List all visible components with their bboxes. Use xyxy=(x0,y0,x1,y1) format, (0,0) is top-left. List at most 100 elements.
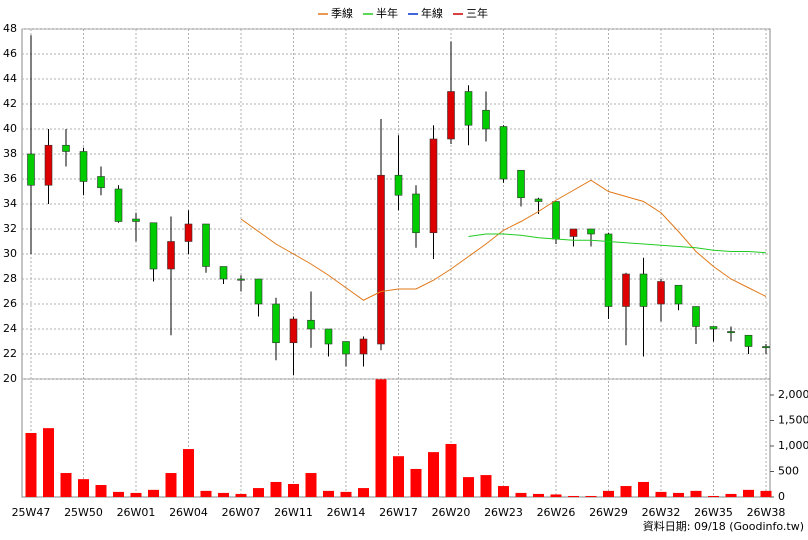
y-tick-label: 40 xyxy=(3,122,17,135)
volume-bar xyxy=(515,492,527,497)
candle-body xyxy=(464,91,473,126)
candle-body xyxy=(499,126,508,180)
y-tick-label: 22 xyxy=(3,347,17,360)
candle-body xyxy=(447,91,455,140)
x-tick-label: 26W07 xyxy=(222,506,261,519)
x-tick-label: 26W04 xyxy=(169,506,208,519)
volume-bar xyxy=(690,490,702,497)
candle-body xyxy=(237,278,245,281)
candle-body xyxy=(534,198,543,202)
y-tick-label: 46 xyxy=(3,47,17,60)
volume-bar xyxy=(620,486,632,497)
volume-bar xyxy=(638,481,649,497)
x-tick-label: 26W14 xyxy=(327,506,366,519)
x-tick-label: 26W32 xyxy=(642,506,681,519)
candle-body xyxy=(324,328,333,345)
candle-body xyxy=(342,341,350,355)
candle-body xyxy=(482,109,490,130)
volume-bar xyxy=(218,492,229,497)
candle-body xyxy=(289,318,298,344)
x-tick-label: 26W01 xyxy=(117,506,156,519)
y2-tick-label: 500 xyxy=(778,465,799,478)
candle-body xyxy=(587,228,595,235)
volume-bar xyxy=(480,475,492,497)
candle-body xyxy=(727,331,735,334)
candle-body xyxy=(552,201,560,240)
y-tick-label: 38 xyxy=(3,147,17,160)
legend-label: 半年 xyxy=(376,6,398,20)
candle-body xyxy=(604,233,613,307)
volume-bar xyxy=(235,493,247,497)
volume-bar xyxy=(253,488,264,497)
y-tick-label: 24 xyxy=(3,322,17,335)
legend-label: 年線 xyxy=(421,6,443,20)
x-tick-label: 26W35 xyxy=(694,506,733,519)
x-tick-label: 26W17 xyxy=(379,506,418,519)
y-tick-label: 26 xyxy=(3,297,17,310)
candle-body xyxy=(429,138,438,234)
candle-body xyxy=(517,169,525,199)
volume-bar xyxy=(113,491,124,497)
candle-body xyxy=(639,273,648,307)
candle-body xyxy=(132,218,140,222)
volume-bar xyxy=(498,486,509,497)
y-tick-label: 28 xyxy=(3,272,17,285)
candle-body xyxy=(97,176,105,189)
volume-bar xyxy=(550,494,562,497)
ma-line xyxy=(468,233,767,254)
y-tick-label: 30 xyxy=(3,247,17,260)
volume-bar xyxy=(165,473,177,497)
volume-bar xyxy=(725,493,737,497)
x-tick-label: 26W23 xyxy=(484,506,523,519)
y-tick-label: 36 xyxy=(3,172,17,185)
volume-bar xyxy=(288,483,299,497)
volume-bar xyxy=(603,490,614,497)
candle-body xyxy=(44,144,53,186)
volume-bar xyxy=(305,473,317,497)
volume-bar xyxy=(60,473,72,497)
x-tick-label: 26W11 xyxy=(274,506,313,519)
candle-body xyxy=(167,241,175,270)
volume-bar xyxy=(323,490,334,497)
volume-bar xyxy=(78,479,89,497)
candle-body xyxy=(674,284,683,305)
y-tick-label: 32 xyxy=(3,222,17,235)
x-tick-label: 25W50 xyxy=(64,506,103,519)
y2-tick-label: 1,000 xyxy=(778,439,808,452)
volume-bar xyxy=(200,490,212,497)
candle-body xyxy=(657,281,665,305)
volume-bar xyxy=(585,495,597,497)
y2-tick-label: 2,000 xyxy=(778,388,808,401)
candle-body xyxy=(254,278,263,305)
volume-bar xyxy=(673,492,684,497)
candle-body xyxy=(744,334,753,347)
volume-bar xyxy=(410,468,422,497)
candle-body xyxy=(27,153,35,186)
volume-bar xyxy=(340,491,352,497)
volume-bar xyxy=(463,477,474,497)
y-tick-label: 44 xyxy=(3,72,17,85)
volume-bar xyxy=(708,495,719,497)
candle-body xyxy=(412,193,420,234)
y2-tick-label: 0 xyxy=(778,490,785,503)
candle-body xyxy=(79,151,88,182)
y-tick-label: 34 xyxy=(3,197,17,210)
candle-body xyxy=(114,188,123,222)
candle-body xyxy=(359,338,368,355)
volume-bar xyxy=(533,493,544,497)
volume-bar xyxy=(95,485,107,497)
volume-bar xyxy=(743,489,754,497)
candle-body xyxy=(307,319,315,330)
candle-body xyxy=(692,306,700,327)
candle-body xyxy=(762,346,770,349)
candle-body xyxy=(394,174,403,196)
ma-line xyxy=(240,179,767,301)
volume-bar xyxy=(130,492,142,497)
candle-body xyxy=(149,222,158,270)
candle-body xyxy=(377,174,385,345)
plot-frame xyxy=(21,28,771,498)
x-tick-label: 26W26 xyxy=(537,506,576,519)
volume-bar xyxy=(760,490,772,497)
y-tick-label: 48 xyxy=(3,22,17,35)
